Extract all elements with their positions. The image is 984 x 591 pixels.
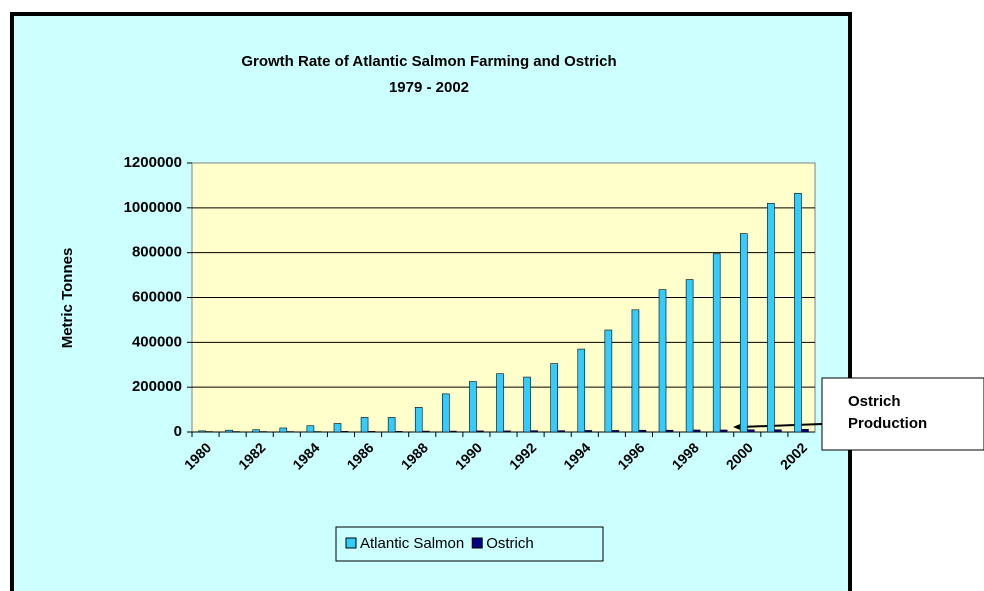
bar bbox=[503, 430, 511, 433]
bar bbox=[340, 431, 349, 433]
bar bbox=[631, 309, 640, 433]
bar bbox=[252, 429, 261, 433]
bar bbox=[719, 429, 728, 433]
bar bbox=[739, 233, 748, 433]
bar bbox=[421, 430, 430, 433]
bar bbox=[550, 363, 558, 433]
bar bbox=[767, 203, 775, 433]
legend-box bbox=[335, 526, 604, 562]
legend-swatch bbox=[345, 537, 357, 549]
bar bbox=[360, 417, 369, 433]
bar bbox=[604, 329, 613, 433]
bar bbox=[225, 429, 233, 433]
bar bbox=[611, 430, 620, 433]
annotation-arrow bbox=[739, 423, 823, 428]
bar bbox=[333, 423, 342, 433]
bar bbox=[692, 429, 701, 433]
bar bbox=[496, 373, 504, 433]
y-axis-label: Metric Tonnes bbox=[59, 248, 76, 349]
bar bbox=[414, 407, 423, 433]
bar bbox=[442, 393, 450, 433]
bar bbox=[665, 429, 674, 433]
legend-swatch bbox=[471, 537, 483, 549]
y-tick-label: 1000000 bbox=[124, 199, 182, 216]
bar bbox=[712, 253, 721, 433]
y-tick-label: 1200000 bbox=[124, 154, 182, 171]
chart-subtitle: 1979 - 2002 bbox=[389, 79, 469, 96]
bar bbox=[685, 279, 694, 433]
bar bbox=[530, 430, 538, 433]
bar bbox=[577, 348, 586, 433]
legend-label: Ostrich bbox=[486, 535, 534, 552]
bar bbox=[801, 429, 809, 433]
y-tick-label: 600000 bbox=[132, 288, 182, 305]
annotation-text: Ostrich bbox=[848, 393, 901, 410]
bar bbox=[367, 431, 376, 433]
y-tick-label: 200000 bbox=[132, 378, 182, 395]
legend-label: Atlantic Salmon bbox=[360, 535, 464, 552]
bar bbox=[476, 430, 484, 433]
bar bbox=[394, 431, 403, 433]
bar bbox=[638, 429, 647, 433]
bar bbox=[198, 430, 206, 433]
bar bbox=[774, 429, 782, 433]
bar bbox=[658, 289, 667, 433]
bar bbox=[746, 429, 755, 433]
annotation-box bbox=[821, 377, 984, 451]
y-tick-label: 800000 bbox=[132, 244, 182, 261]
bar bbox=[523, 376, 531, 433]
bar bbox=[279, 427, 288, 433]
bar bbox=[306, 425, 315, 433]
bar bbox=[557, 430, 565, 433]
y-tick-label: 400000 bbox=[132, 333, 182, 350]
bar bbox=[794, 192, 802, 433]
bar bbox=[387, 417, 396, 433]
bar bbox=[449, 430, 457, 433]
chart-title: Growth Rate of Atlantic Salmon Farming a… bbox=[241, 53, 616, 70]
bar bbox=[584, 430, 593, 433]
bar bbox=[469, 381, 477, 433]
annotation-text: Production bbox=[848, 415, 927, 432]
y-tick-label: 0 bbox=[174, 423, 182, 440]
